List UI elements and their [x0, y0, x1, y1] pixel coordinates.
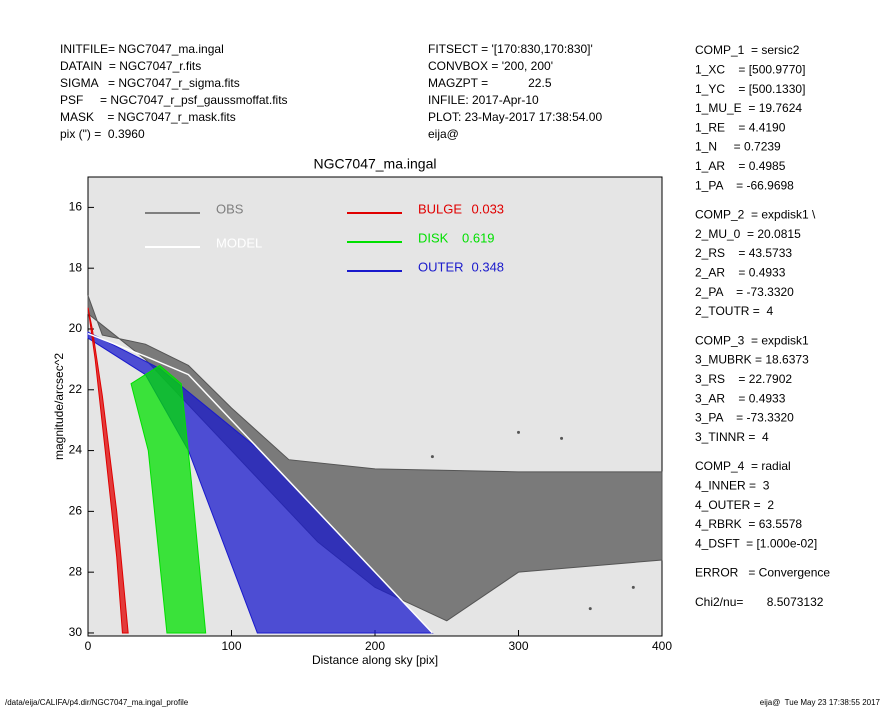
param-line: ERROR = Convergence — [695, 566, 830, 580]
y-tick-label: 22 — [69, 382, 83, 396]
param-line: 4_RBRK = 63.5578 — [695, 517, 802, 531]
legend-label: MODEL — [216, 235, 262, 250]
obs-point — [588, 607, 592, 611]
param-line: 1_MU_E = 19.7624 — [695, 101, 802, 115]
y-tick-label: 26 — [69, 504, 83, 518]
legend-fraction: 0.619 — [462, 230, 495, 245]
chart-title: NGC7047_ma.ingal — [314, 156, 437, 172]
y-axis-label: magnitude/arcsec^2 — [52, 353, 66, 460]
header-line: MAGZPT = 22.5 — [428, 76, 552, 90]
param-line: 4_OUTER = 2 — [695, 498, 774, 512]
x-tick-label: 200 — [365, 639, 385, 653]
param-line: 4_INNER = 3 — [695, 478, 770, 492]
param-line: 1_PA = -66.9698 — [695, 178, 794, 192]
model-line — [87, 332, 433, 634]
legend-label: BULGE — [418, 201, 462, 216]
param-line: 3_RS = 22.7902 — [695, 372, 792, 386]
header-line: INITFILE= NGC7047_ma.ingal — [60, 42, 224, 56]
obs-point — [517, 430, 520, 434]
y-tick-label: 24 — [69, 443, 83, 457]
x-axis-label: Distance along sky [pix] — [312, 653, 438, 667]
header-line: DATAIN = NGC7047_r.fits — [60, 59, 201, 73]
param-line: 3_PA = -73.3320 — [695, 411, 794, 425]
header-line: SIGMA = NGC7047_r_sigma.fits — [60, 76, 240, 90]
x-tick-label: 100 — [221, 639, 241, 653]
param-line: 2_PA = -73.3320 — [695, 285, 794, 299]
param-line: 1_RE = 4.4190 — [695, 120, 786, 134]
legend-fraction: 0.348 — [472, 259, 505, 274]
param-line: 1_XC = [500.9770] — [695, 62, 805, 76]
legend-fraction: 0.033 — [472, 201, 505, 216]
x-tick-label: 400 — [652, 639, 672, 653]
header-line: CONVBOX = '200, 200' — [428, 59, 553, 73]
obs-point — [631, 585, 635, 589]
obs-point — [430, 455, 434, 459]
header-line: eija@ — [428, 127, 459, 141]
header-line: PLOT: 23-May-2017 17:38:54.00 — [428, 110, 602, 124]
param-line: 3_MUBRK = 18.6373 — [695, 353, 809, 367]
legend-label: OUTER — [418, 259, 464, 274]
param-line: COMP_4 = radial — [695, 459, 791, 473]
param-line: COMP_3 = expdisk1 — [695, 333, 809, 347]
header-line: FITSECT = '[170:830,170:830]' — [428, 42, 593, 56]
y-tick-label: 30 — [69, 625, 83, 639]
footer-right: eija@ Tue May 23 17:38:55 2017 — [760, 698, 881, 707]
param-line: 1_N = 0.7239 — [695, 140, 781, 154]
obs-point — [560, 436, 564, 440]
param-line: COMP_2 = expdisk1 \ — [695, 208, 816, 222]
param-line: 1_YC = [500.1330] — [695, 82, 805, 96]
header-line: MASK = NGC7047_r_mask.fits — [60, 110, 236, 124]
param-line: 2_TOUTR = 4 — [695, 304, 773, 318]
header-line: pix (") = 0.3960 — [60, 127, 145, 141]
param-line: 3_TINNR = 4 — [695, 430, 769, 444]
y-tick-label: 16 — [69, 200, 83, 214]
param-line: 2_MU_0 = 20.0815 — [695, 227, 801, 241]
footer-left: /data/eija/CALIFA/p4.dir/NGC7047_ma.inga… — [5, 698, 189, 707]
x-tick-label: 300 — [508, 639, 528, 653]
legend-label: OBS — [216, 201, 244, 216]
component-region — [130, 364, 207, 634]
param-line: 3_AR = 0.4933 — [695, 391, 786, 405]
param-line: 4_DSFT = [1.000e-02] — [695, 536, 817, 550]
component-region — [87, 307, 129, 634]
param-line: 2_RS = 43.5733 — [695, 246, 792, 260]
legend-label: DISK — [418, 230, 449, 245]
header-line: PSF = NGC7047_r_psf_gaussmoffat.fits — [60, 93, 288, 107]
param-line: 2_AR = 0.4933 — [695, 265, 786, 279]
header-line: INFILE: 2017-Apr-10 — [428, 93, 539, 107]
y-tick-label: 20 — [69, 321, 83, 335]
y-tick-label: 28 — [69, 564, 83, 578]
y-tick-label: 18 — [69, 260, 83, 274]
x-tick-label: 0 — [85, 639, 92, 653]
param-line: Chi2/nu= 8.5073132 — [695, 595, 824, 609]
param-line: COMP_1 = sersic2 — [695, 43, 800, 57]
param-line: 1_AR = 0.4985 — [695, 159, 786, 173]
